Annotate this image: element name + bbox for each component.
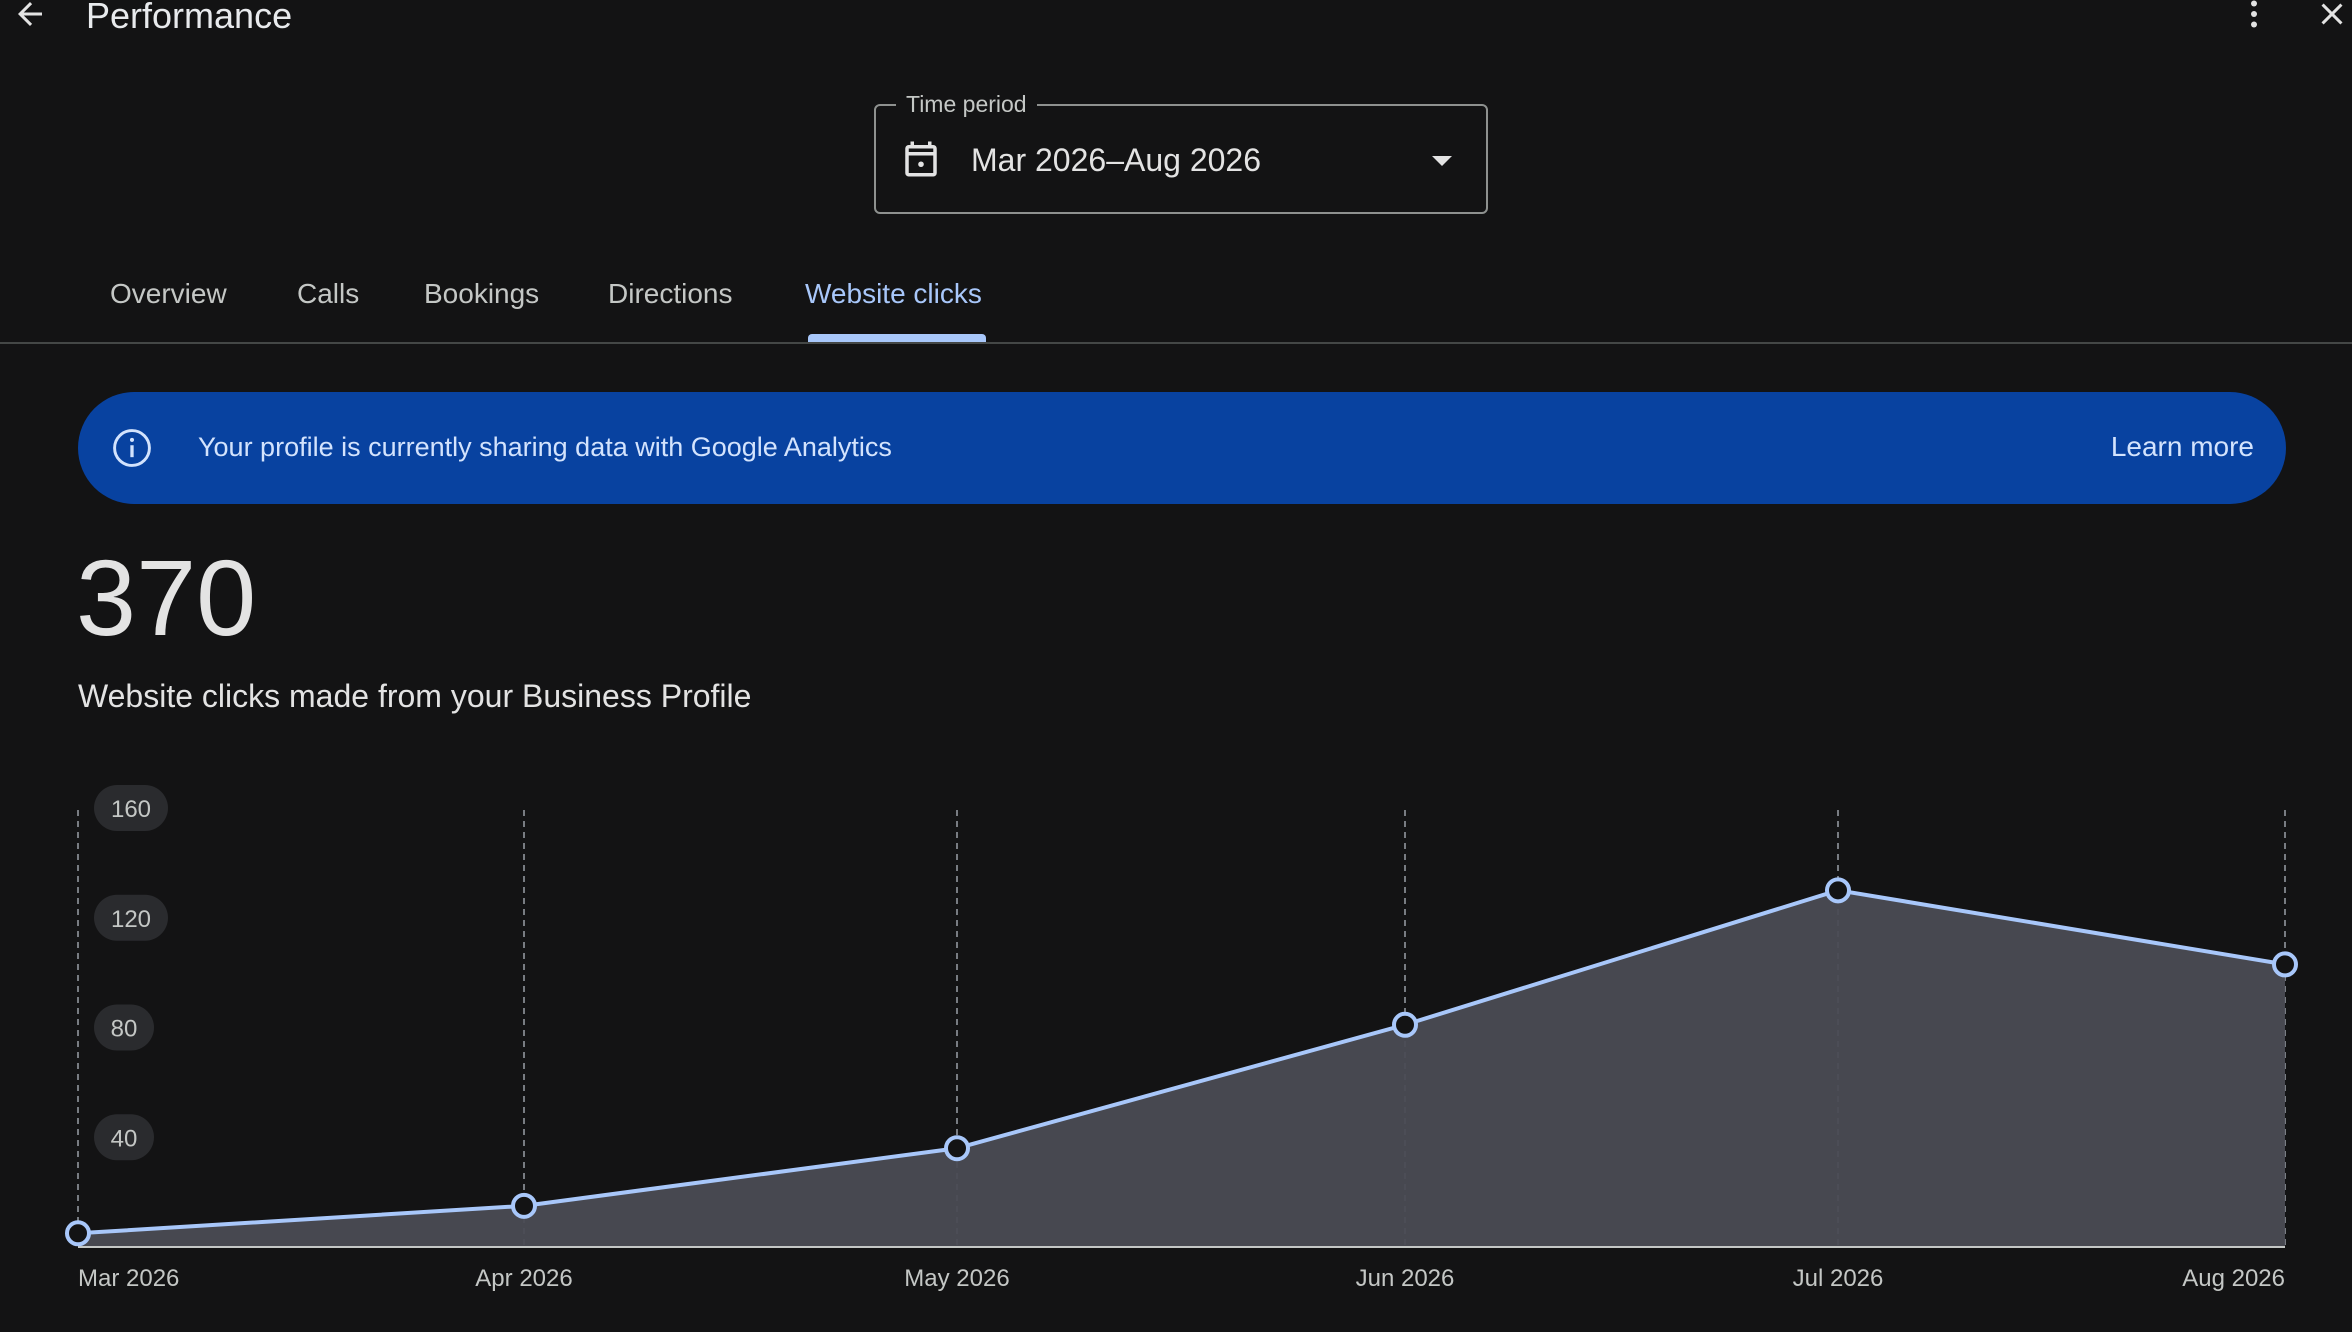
y-tick-pill bbox=[94, 785, 168, 831]
close-button[interactable] bbox=[2310, 0, 2352, 36]
dropdown-arrow-icon bbox=[1432, 156, 1452, 166]
data-point bbox=[1825, 877, 1851, 904]
website-clicks-chart: 40 80 120 160 Mar 2026 Apr 2026 May 2026 Jun 20… bbox=[65, 785, 2298, 1292]
data-point bbox=[1392, 1011, 1418, 1038]
y-tick-label: 120 bbox=[111, 906, 151, 933]
y-tick-label: 160 bbox=[111, 796, 151, 823]
y-tick-label: 40 bbox=[111, 1125, 138, 1152]
time-period-select[interactable]: Time period Mar 2026–Aug 2026 bbox=[874, 89, 1488, 214]
page-title: Performance bbox=[86, 0, 293, 36]
x-tick-label: Jul 2026 bbox=[1793, 1265, 1884, 1292]
y-tick-label: 80 bbox=[111, 1016, 138, 1043]
calendar-icon bbox=[905, 141, 937, 177]
x-tick-label: May 2026 bbox=[904, 1265, 1009, 1292]
y-tick-pill bbox=[94, 1114, 154, 1161]
data-point bbox=[65, 1220, 91, 1247]
more-vert-icon bbox=[2251, 0, 2257, 28]
banner-message: Your profile is currently sharing data w… bbox=[198, 432, 892, 462]
close-icon bbox=[2321, 3, 2343, 25]
total-clicks: 370 bbox=[76, 537, 257, 658]
learn-more-link[interactable]: Learn more bbox=[2110, 431, 2254, 462]
x-tick-label: Apr 2026 bbox=[475, 1265, 572, 1292]
tab-overview[interactable]: Overview bbox=[110, 278, 227, 309]
x-tick-label: Mar 2026 bbox=[78, 1265, 179, 1292]
y-tick-pill bbox=[94, 1004, 154, 1051]
tab-website-clicks[interactable]: Website clicks bbox=[805, 278, 982, 309]
tab-directions[interactable]: Directions bbox=[608, 278, 733, 309]
time-period-value: Mar 2026–Aug 2026 bbox=[971, 142, 1261, 178]
tab-bookings[interactable]: Bookings bbox=[424, 278, 540, 309]
y-tick-pill bbox=[94, 894, 168, 941]
top-app-bar: Performance bbox=[0, 0, 2352, 40]
active-tab-indicator bbox=[808, 334, 986, 342]
data-point bbox=[511, 1192, 537, 1219]
data-point bbox=[944, 1135, 970, 1162]
analytics-info-banner: Your profile is currently sharing data w… bbox=[78, 392, 2286, 504]
arrow-back-icon bbox=[18, 2, 42, 26]
area-fill bbox=[78, 890, 2285, 1247]
more-options-button[interactable] bbox=[2236, 0, 2272, 36]
metric-description: Website clicks made from your Business P… bbox=[78, 678, 752, 714]
x-tick-label: Aug 2026 bbox=[2182, 1265, 2285, 1292]
x-tick-label: Jun 2026 bbox=[1356, 1265, 1455, 1292]
time-period-label: Time period bbox=[896, 89, 1037, 119]
tab-calls[interactable]: Calls bbox=[297, 278, 360, 309]
tab-bar: Overview Calls Bookings Directions Websi… bbox=[0, 258, 2352, 344]
info-icon bbox=[113, 429, 151, 467]
data-point bbox=[2272, 951, 2298, 978]
series-line bbox=[77, 888, 2286, 1236]
back-button[interactable] bbox=[8, 0, 52, 36]
